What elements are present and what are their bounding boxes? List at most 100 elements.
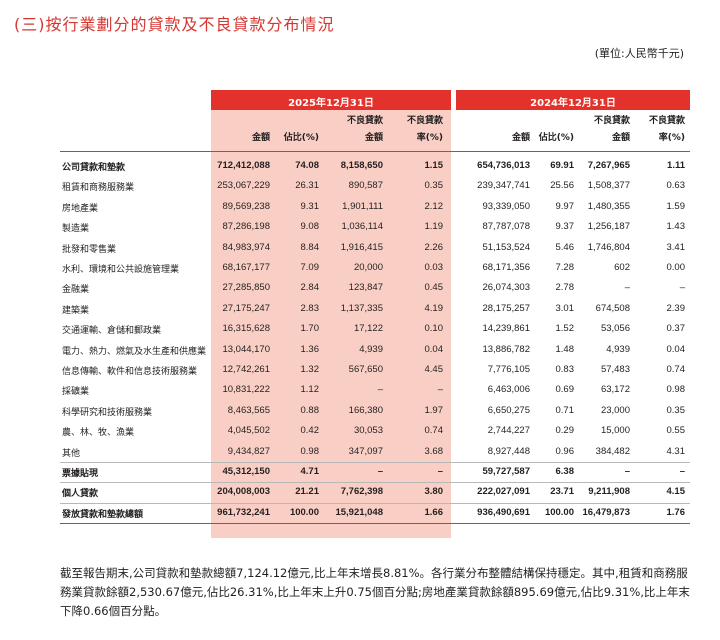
section-title: (三)按行業劃分的貸款及不良貸款分布情況 — [14, 15, 335, 34]
table-cell: 0.98 — [666, 384, 686, 396]
row-label: 製造業 — [62, 224, 90, 235]
table-cell: 1.11 — [667, 160, 685, 171]
column-header: 率(%) — [416, 133, 443, 143]
table-cell: 8.84 — [300, 241, 320, 253]
unit-note: (單位:人民幣千元) — [594, 47, 684, 60]
table-cell: 6,650,275 — [487, 404, 530, 416]
table-cell: 23.71 — [550, 486, 574, 498]
table-cell: 0.71 — [555, 404, 575, 416]
table-cell: 5.46 — [555, 241, 575, 253]
table-cell: – — [437, 466, 443, 477]
row-label: 建築業 — [62, 305, 90, 316]
table-cell: 7,776,105 — [487, 364, 530, 375]
table-cell: 0.83 — [555, 364, 575, 375]
table-cell: 9,434,827 — [227, 445, 270, 457]
table-cell: – — [377, 466, 383, 477]
table-cell: 7,267,965 — [587, 160, 630, 171]
table-cell: 0.74 — [666, 364, 686, 375]
table-cell: 100.00 — [289, 506, 319, 518]
row-label: 票據貼現 — [62, 469, 99, 479]
table-cell: 0.88 — [300, 404, 320, 416]
table-cell: 3.01 — [555, 302, 575, 314]
table-cell: 63,172 — [600, 384, 630, 396]
table-cell: 84,983,974 — [222, 241, 270, 253]
table-cell: 1.12 — [300, 384, 320, 396]
column-header-line1: 不良貸款 — [346, 116, 383, 126]
table-cell: 1.70 — [300, 323, 320, 335]
table-cell: 1,508,377 — [587, 180, 630, 192]
period-header-2025: 2025年12月31日 — [211, 90, 451, 110]
table-cell: 51,153,524 — [482, 241, 530, 253]
table-cell: 6,463,006 — [487, 384, 530, 396]
table-cell: 13,886,782 — [482, 343, 530, 355]
table-cell: 9.31 — [300, 200, 320, 212]
table-cell: 2.83 — [300, 302, 320, 314]
table-cell: 8,927,448 — [487, 445, 530, 457]
column-header-line1: 不良貸款 — [406, 116, 443, 126]
table-cell: 53,056 — [600, 323, 630, 335]
table-cell: – — [437, 384, 443, 396]
table-cell: – — [377, 384, 383, 396]
table-cell: 0.45 — [424, 282, 444, 294]
table-cell: 567,650 — [348, 364, 383, 375]
table-cell: 4,939 — [359, 343, 383, 355]
table-cell: 45,312,150 — [222, 466, 270, 477]
table-cell: 347,097 — [348, 445, 383, 457]
table-cell: 13,044,170 — [222, 343, 270, 355]
table-cell: 1.59 — [666, 200, 686, 212]
table-cell: 68,171,356 — [482, 262, 530, 273]
table-cell: 0.35 — [666, 404, 686, 416]
table-cell: 1.32 — [300, 364, 320, 375]
row-label: 公司貸款和墊款 — [62, 163, 126, 173]
table-cell: 0.04 — [666, 343, 686, 355]
table-cell: 89,569,238 — [222, 200, 270, 212]
table-cell: 936,490,691 — [477, 506, 530, 518]
row-label: 租賃和商務服務業 — [62, 183, 135, 194]
table-cell: 4.45 — [424, 364, 444, 375]
table-cell: 4,939 — [606, 343, 630, 355]
table-cell: 1,036,114 — [341, 221, 383, 233]
table-cell: 4.15 — [666, 486, 686, 498]
table-cell: 0.37 — [666, 323, 686, 335]
table-cell: 0.29 — [555, 425, 575, 437]
current-year-shade — [211, 90, 451, 538]
column-header: 金額 — [251, 133, 270, 143]
table-cell: 26,074,303 — [482, 282, 530, 294]
table-cell: 1.76 — [666, 506, 686, 518]
table-cell: 57,483 — [600, 364, 630, 375]
table-cell: 8,463,565 — [227, 404, 270, 416]
table-cell: 3.80 — [424, 486, 444, 498]
row-label: 水利、環境和公共設施管理業 — [62, 265, 180, 275]
row-separator — [60, 502, 690, 504]
period-header-2024: 2024年12月31日 — [456, 90, 690, 110]
table-cell: 2.39 — [666, 302, 686, 314]
table-cell: 1.97 — [424, 404, 444, 416]
table-cell: 17,122 — [353, 323, 383, 335]
header-rule — [60, 151, 690, 152]
table-cell: 674,508 — [595, 302, 630, 314]
table-cell: 7.28 — [555, 262, 575, 273]
table-cell: 0.55 — [666, 425, 686, 437]
table-cell: 239,347,741 — [477, 180, 530, 192]
table-cell: 1,916,415 — [340, 241, 383, 253]
column-header: 佔比(%) — [283, 133, 319, 143]
table-cell: 15,000 — [600, 425, 630, 437]
row-label: 批發和零售業 — [62, 244, 117, 255]
table-cell: 712,412,088 — [217, 160, 270, 171]
column-header: 金額 — [611, 133, 630, 143]
table-cell: – — [679, 466, 685, 477]
column-header: 金額 — [511, 133, 530, 143]
table-cell: 2.78 — [555, 282, 575, 294]
table-cell: 253,067,229 — [217, 180, 270, 192]
table-cell: 4.31 — [666, 445, 686, 457]
table-cell: 1.19 — [424, 221, 444, 233]
table-cell: – — [679, 282, 685, 294]
table-cell: 93,339,050 — [482, 200, 530, 212]
table-cell: 1.15 — [424, 160, 444, 171]
table-cell: 21.21 — [295, 486, 319, 498]
table-cell: 9,211,908 — [588, 486, 630, 498]
row-label: 電力、熱力、燃氣及水生產和供應業 — [62, 346, 207, 357]
row-label: 個人貸款 — [62, 489, 99, 500]
column-header: 率(%) — [658, 133, 685, 143]
table-cell: 4,045,502 — [227, 425, 270, 437]
